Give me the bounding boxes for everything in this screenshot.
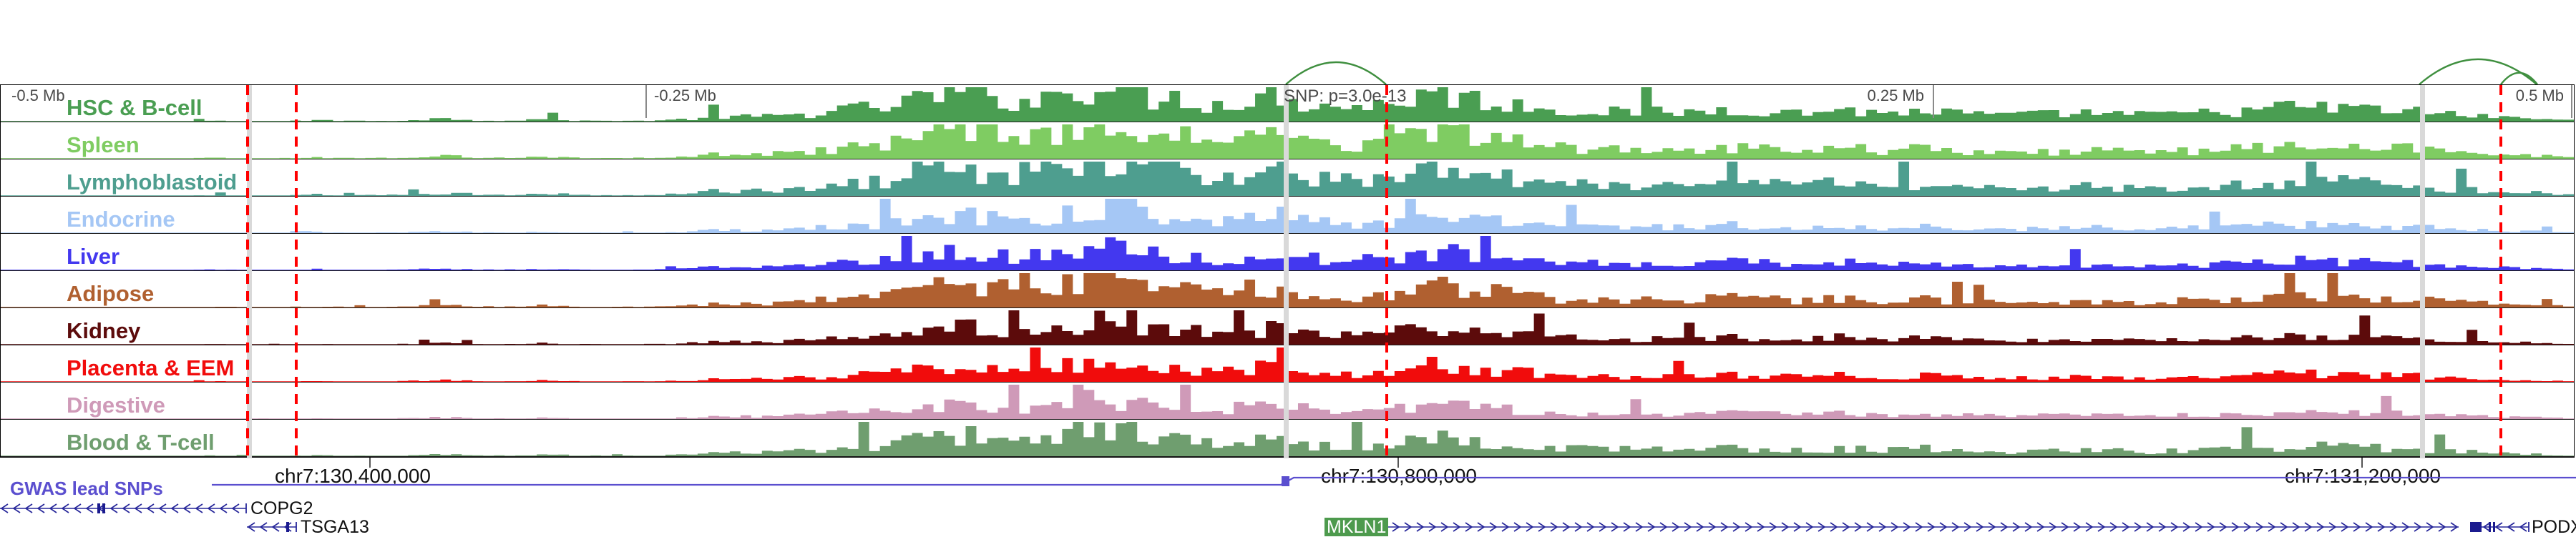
gene-label-MKLN1[interactable]: MKLN1 (1324, 518, 1389, 536)
snp-marker-line-0[interactable] (246, 85, 249, 458)
snp-marker-line-2[interactable] (1385, 85, 1388, 458)
ruler-label-1: chr7:130,800,000 (1321, 465, 1477, 487)
gene-label-TSGA13[interactable]: TSGA13 (301, 517, 369, 537)
track-label-kidney[interactable]: Kidney (67, 318, 141, 343)
highlight-band-0 (247, 85, 252, 458)
track-label-blood-t-cell[interactable]: Blood & T-cell (67, 430, 215, 455)
highlight-band-2 (2420, 85, 2425, 458)
track-label-lymphoblastoid[interactable]: Lymphoblastoid (67, 169, 238, 194)
track-label-hsc-b-cell[interactable]: HSC & B-cell (67, 95, 203, 120)
gwas-lead-snps-row: GWAS lead SNPs (0, 476, 2576, 499)
snp-marker-line-1[interactable] (295, 85, 298, 458)
signal-track-hsc-b-cell[interactable]: HSC & B-cell -0.5 Mb -0.25 Mb 0.25 Mb 0.5 Mb… (1, 85, 2574, 122)
arc-right-wide (2419, 58, 2537, 85)
snp-marker-line-3[interactable] (2499, 85, 2502, 458)
axis-tick-mark-2 (2571, 85, 2572, 118)
gene-body-MKLN1[interactable] (0, 518, 2576, 536)
exon-COPG2-1 (102, 503, 105, 513)
ruler-label-2: chr7:131,200,000 (2285, 465, 2441, 487)
gwas-connector (212, 476, 2576, 486)
exon-PODXL-1 (2489, 522, 2491, 532)
gene-body-TSGA13[interactable] (0, 518, 2576, 536)
exon-PODXL-0 (2470, 522, 2482, 532)
exon-TSGA13-0 (286, 522, 289, 532)
highlight-band-1 (1284, 85, 1289, 458)
gene-body-COPG2[interactable] (0, 499, 2576, 518)
gwas-lead-snps-label: GWAS lead SNPs (10, 478, 163, 499)
track-label-placenta-eem[interactable]: Placenta & EEM (67, 355, 235, 380)
gwas-connector-path (212, 476, 2576, 486)
ruler-tick-2 (2361, 458, 2363, 468)
axis-tick-label-0: -0.5 Mb (11, 87, 65, 104)
track-label-liver[interactable]: Liver (67, 244, 120, 269)
gene-label-COPG2[interactable]: COPG2 (250, 498, 313, 518)
snp-pvalue-label: SNP: p=3.0e-13 (1284, 87, 1407, 106)
ruler-tick-1 (1397, 458, 1399, 468)
gene-label-PODXL[interactable]: PODXL (2532, 517, 2576, 537)
coordinate-ruler: chr7:130,400,000 chr7:130,800,000 chr7:131… (0, 458, 2576, 491)
gene-row-1: TSGA13 MKLN1 PODXL (0, 518, 2576, 536)
gene-body-PODXL[interactable] (0, 518, 2576, 536)
arc-right-narrow (2500, 72, 2538, 85)
arc-snp-center (1285, 61, 1387, 85)
ruler-tick-0 (369, 458, 371, 468)
gwas-lead-snp-marker[interactable] (1282, 476, 1289, 486)
signal-track-panel: HSC & B-cell -0.5 Mb -0.25 Mb 0.25 Mb 0.5 Mb… (0, 84, 2575, 458)
axis-tick-mark-0 (645, 85, 647, 118)
track-label-spleen[interactable]: Spleen (67, 132, 140, 157)
ruler-label-0: chr7:130,400,000 (275, 465, 431, 487)
exon-PODXL-2 (2493, 522, 2495, 532)
exon-COPG2-0 (97, 503, 100, 513)
gene-row-0: COPG2 (0, 499, 2576, 518)
axis-tick-label-1: -0.25 Mb (654, 87, 716, 104)
chromatin-loop-arcs (1285, 58, 2538, 85)
track-label-endocrine[interactable]: Endocrine (67, 207, 175, 232)
axis-tick-label-2: 0.25 Mb (1867, 87, 1925, 104)
track-label-digestive[interactable]: Digestive (67, 393, 165, 418)
track-label-adipose[interactable]: Adipose (67, 281, 155, 306)
axis-tick-label-3: 0.5 Mb (2515, 87, 2564, 104)
axis-tick-mark-1 (1933, 85, 1934, 118)
